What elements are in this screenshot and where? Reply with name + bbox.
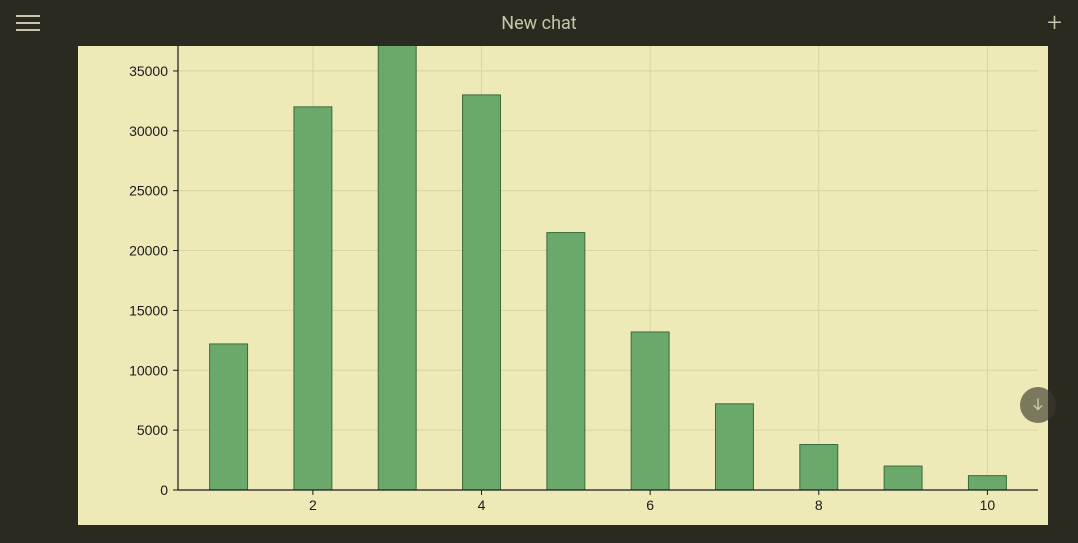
svg-text:2: 2 <box>309 497 317 513</box>
svg-text:4: 4 <box>478 497 486 513</box>
svg-text:10: 10 <box>980 497 996 513</box>
page-title: New chat <box>501 13 576 34</box>
bottom-bar <box>0 535 1078 543</box>
arrow-down-icon <box>1029 396 1047 414</box>
scroll-down-button[interactable] <box>1020 387 1056 423</box>
menu-icon[interactable] <box>16 11 40 35</box>
svg-text:20000: 20000 <box>129 243 168 259</box>
svg-text:15000: 15000 <box>129 302 168 318</box>
svg-text:10000: 10000 <box>129 362 168 378</box>
svg-text:30000: 30000 <box>129 123 168 139</box>
new-chat-button[interactable]: + <box>1047 10 1062 36</box>
svg-text:5000: 5000 <box>137 422 168 438</box>
svg-text:6: 6 <box>646 497 654 513</box>
svg-text:0: 0 <box>160 482 168 498</box>
chart-container: Number of Papers 05000100001500020000250… <box>78 46 1048 525</box>
app-header: New chat + <box>0 0 1078 46</box>
papers-by-authors-bar-chart: 0 5000 10000 15000 20000 25000 30000 35000 2 4 6 8 1… <box>78 46 1048 525</box>
svg-text:25000: 25000 <box>129 183 168 199</box>
svg-text:35000: 35000 <box>129 63 168 79</box>
svg-text:8: 8 <box>815 497 823 513</box>
